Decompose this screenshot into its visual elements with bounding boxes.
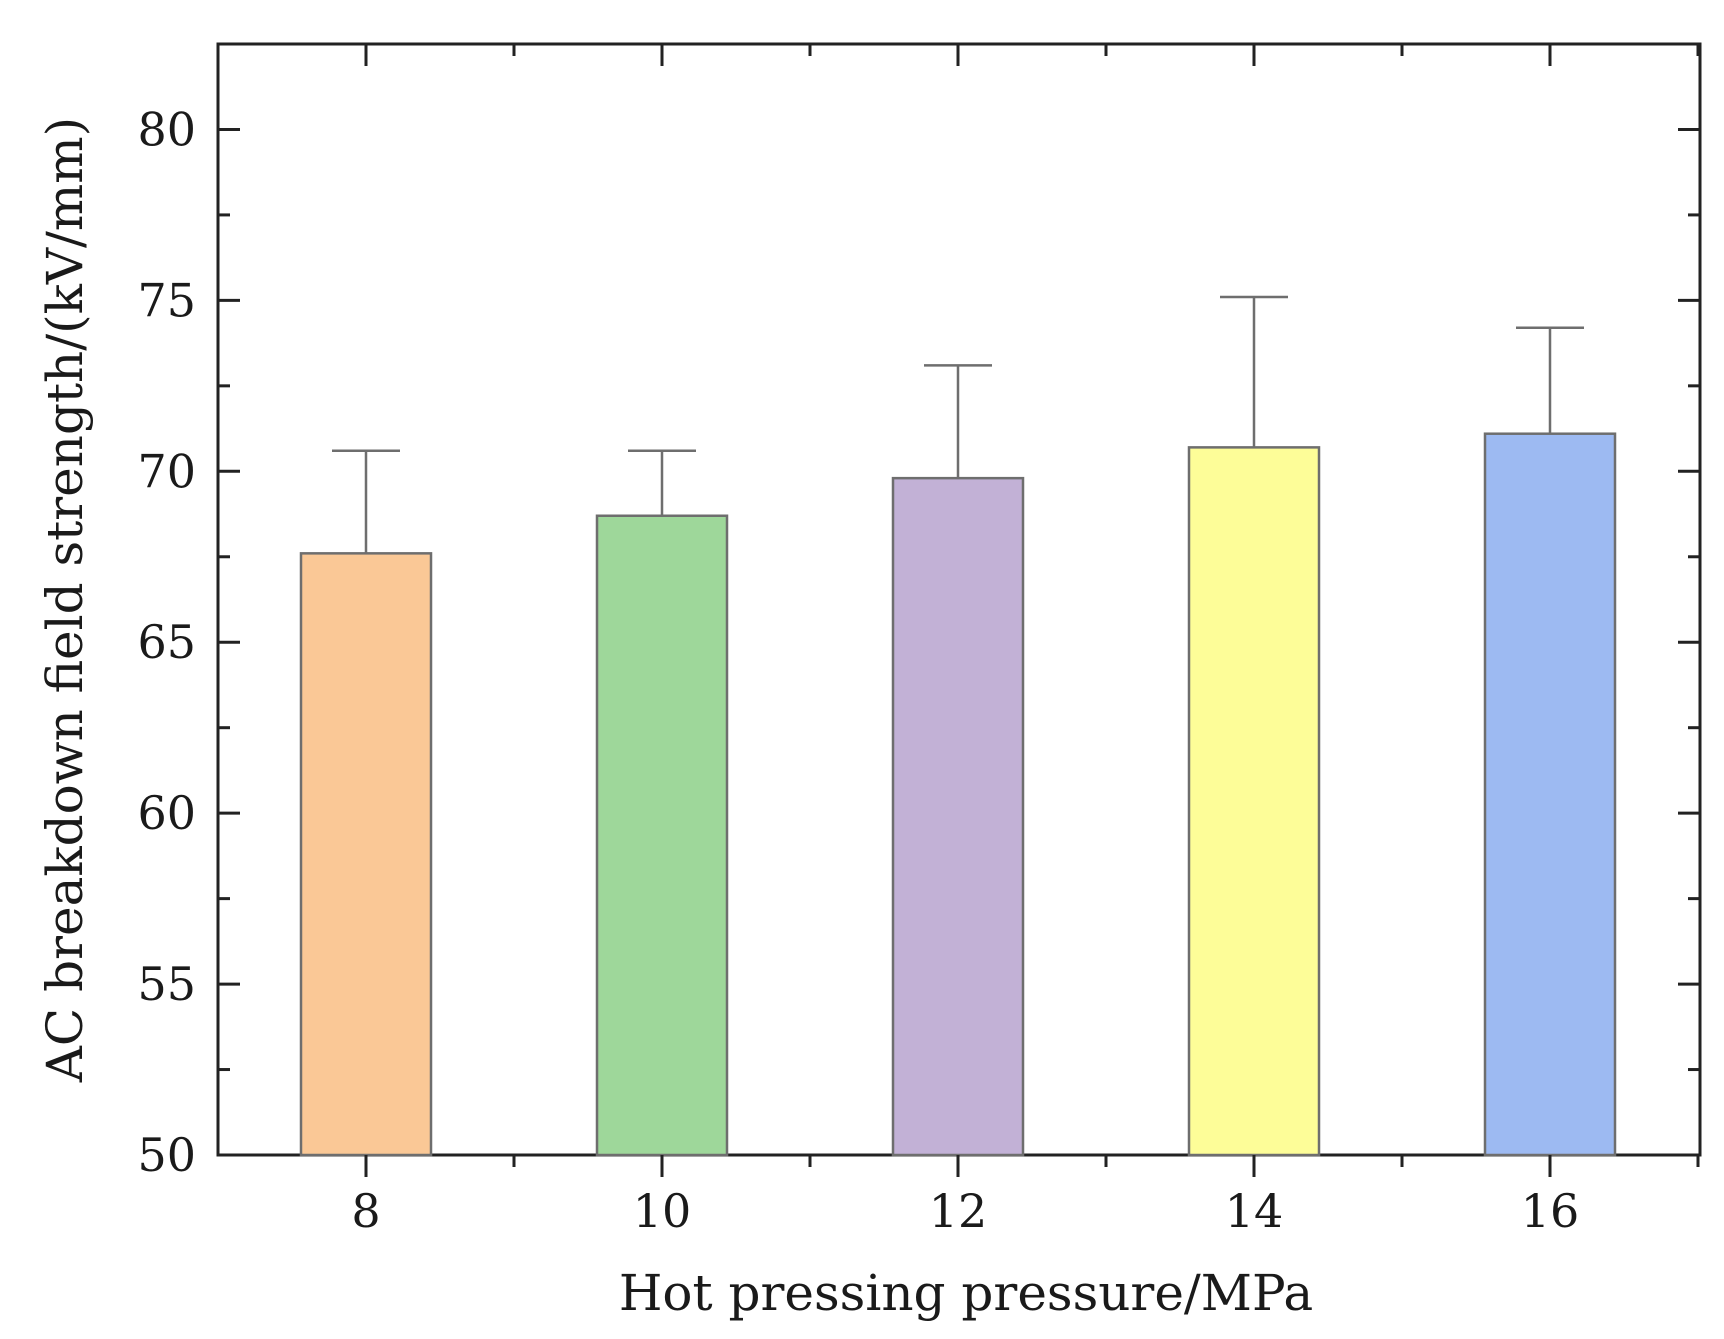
x-axis-title: Hot pressing pressure/MPa — [619, 1264, 1313, 1322]
y-tick-label-65: 65 — [137, 615, 196, 669]
y-tick-label-80: 80 — [137, 102, 196, 156]
bar-14 — [1187, 446, 1321, 1157]
error-bars-group — [332, 295, 1584, 554]
bar-8 — [299, 552, 433, 1157]
bars-group — [299, 432, 1617, 1157]
y-axis-title: AC breakdown field strength/(kV/mm) — [36, 117, 94, 1083]
bar-12 — [891, 476, 1025, 1157]
y-tick-label-50: 50 — [137, 1128, 196, 1182]
x-tick-label-16: 16 — [1521, 1184, 1580, 1238]
y-axis-ticks: 50 55 60 65 70 75 80 — [137, 42, 1700, 1182]
y-tick-label-70: 70 — [137, 444, 196, 498]
x-tick-label-12: 12 — [929, 1184, 988, 1238]
y-tick-label-60: 60 — [137, 786, 196, 840]
y-tick-label-55: 55 — [137, 957, 196, 1011]
x-tick-label-10: 10 — [633, 1184, 692, 1238]
bar-10 — [595, 514, 729, 1157]
x-tick-label-8: 8 — [351, 1184, 380, 1238]
bar-16 — [1483, 432, 1617, 1157]
x-axis-ticks: 8 10 12 14 16 — [351, 44, 1700, 1238]
y-tick-label-75: 75 — [137, 273, 196, 327]
x-tick-label-14: 14 — [1225, 1184, 1284, 1238]
